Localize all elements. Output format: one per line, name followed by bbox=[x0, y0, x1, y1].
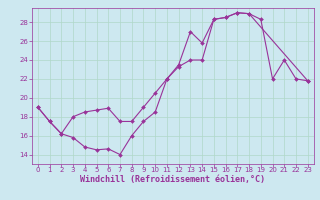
X-axis label: Windchill (Refroidissement éolien,°C): Windchill (Refroidissement éolien,°C) bbox=[80, 175, 265, 184]
